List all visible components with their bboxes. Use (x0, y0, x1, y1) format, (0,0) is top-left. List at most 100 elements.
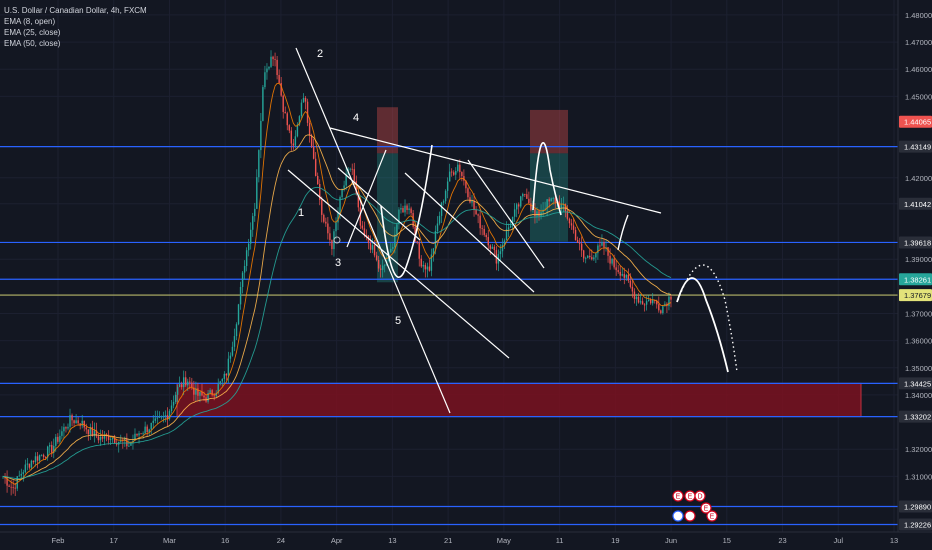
candle-body (294, 136, 297, 146)
candle-body (451, 171, 453, 173)
time-tick-label: 19 (611, 536, 619, 545)
candle-body (61, 431, 63, 436)
candle-body (597, 245, 599, 254)
time-axis[interactable]: Feb 17 Mar 16 24 Apr 13 21 May 11 19 Jun 15 23 Jul 13 (0, 531, 932, 545)
price-tick-label: 1.42000 (905, 174, 932, 183)
price-tick-label: 1.35000 (905, 364, 932, 373)
candle-body (150, 422, 152, 430)
event-badge-icon (700, 502, 712, 514)
candle-body (473, 200, 475, 210)
price-tick-label: 1.32000 (905, 445, 932, 454)
candle-body (491, 246, 494, 249)
candle-body (566, 211, 569, 219)
price-tick-label: 1.36000 (905, 337, 932, 346)
candle-body (38, 455, 41, 461)
price-label: 1.39618 (904, 238, 931, 247)
time-tick-label: 21 (444, 536, 452, 545)
candle-body (361, 225, 364, 229)
candle-body (278, 75, 280, 83)
candle-body (489, 245, 491, 249)
candle-body (321, 199, 323, 215)
candle-body (176, 387, 179, 395)
candle-body (656, 300, 658, 305)
time-tick-label: 16 (221, 536, 229, 545)
curve-drawing-3 (617, 214, 629, 251)
candle-body (455, 171, 457, 175)
candle-body (568, 218, 571, 224)
candle-body (601, 242, 603, 246)
candle-body (59, 435, 61, 442)
price-label-bg (899, 273, 932, 286)
candle-body (65, 427, 67, 429)
wave-label: 1 (298, 207, 304, 219)
candle-body (87, 429, 89, 435)
price-label: 1.38261 (904, 275, 931, 284)
candle-body (410, 208, 412, 214)
candle-body (373, 245, 376, 256)
price-label: 1.33202 (904, 413, 931, 422)
candle-body (36, 456, 39, 461)
ema-8-label[interactable]: EMA (8, open) (4, 17, 56, 26)
candle-body (369, 242, 372, 250)
candle-body (615, 267, 617, 271)
candle-body (28, 463, 31, 468)
candle-body (524, 193, 526, 195)
event-badge-label: E (688, 494, 693, 501)
candle-body (302, 97, 305, 103)
ema-25-label[interactable]: EMA (25, close) (4, 28, 61, 37)
candle-body (619, 271, 621, 276)
candle-body (546, 199, 548, 209)
candle-body (404, 205, 406, 213)
candle-body (552, 198, 554, 199)
candle-body (42, 454, 45, 458)
candle-body (623, 274, 625, 278)
candle-body (235, 324, 238, 337)
candle-body (422, 264, 424, 267)
trendline-2 (329, 127, 662, 214)
candle-body (44, 457, 47, 458)
price-axis[interactable]: 1.48000 1.47000 1.46000 1.45000 1.43149 1.420… (897, 0, 932, 550)
candle-body (286, 113, 288, 126)
candle-body (195, 388, 197, 395)
candle-body (197, 388, 199, 396)
price-label-bg (899, 377, 932, 390)
candle-body (22, 472, 25, 474)
time-tick-label: 13 (890, 536, 898, 545)
candle-body (633, 291, 636, 300)
time-tick-label: 24 (277, 536, 285, 545)
candle-body (63, 427, 65, 432)
candle-body (174, 394, 177, 402)
candle-body (509, 225, 512, 228)
candle-body (274, 59, 276, 60)
candle-body (658, 304, 660, 311)
candle-body (503, 240, 506, 245)
symbol-title[interactable]: U.S. Dollar / Canadian Dollar, 4h, FXCM (4, 6, 147, 15)
candle-body (591, 257, 593, 260)
candle-body (154, 418, 156, 421)
candle-body (298, 116, 301, 125)
candle-body (647, 300, 650, 302)
candle-body (670, 296, 672, 300)
candle-body (548, 199, 550, 202)
candle-body (649, 300, 652, 304)
candle-body (193, 387, 195, 395)
ema-50-label[interactable]: EMA (50, close) (4, 39, 61, 48)
candle-body (339, 197, 341, 213)
candle-body (280, 82, 282, 96)
candle-body (71, 415, 73, 421)
candle-body (191, 382, 193, 388)
candle-body (477, 214, 479, 216)
candle-body (406, 205, 408, 210)
candle-body (49, 445, 51, 447)
candle-body (136, 433, 138, 436)
candle-body (138, 433, 140, 436)
curve-drawing-1 (380, 144, 433, 278)
candle-body (178, 384, 181, 388)
candle-body (219, 381, 221, 385)
candle-body (107, 434, 110, 440)
candle-body (250, 229, 252, 244)
candle-body (418, 242, 420, 259)
candle-body (258, 150, 260, 178)
candle-body (595, 253, 597, 258)
